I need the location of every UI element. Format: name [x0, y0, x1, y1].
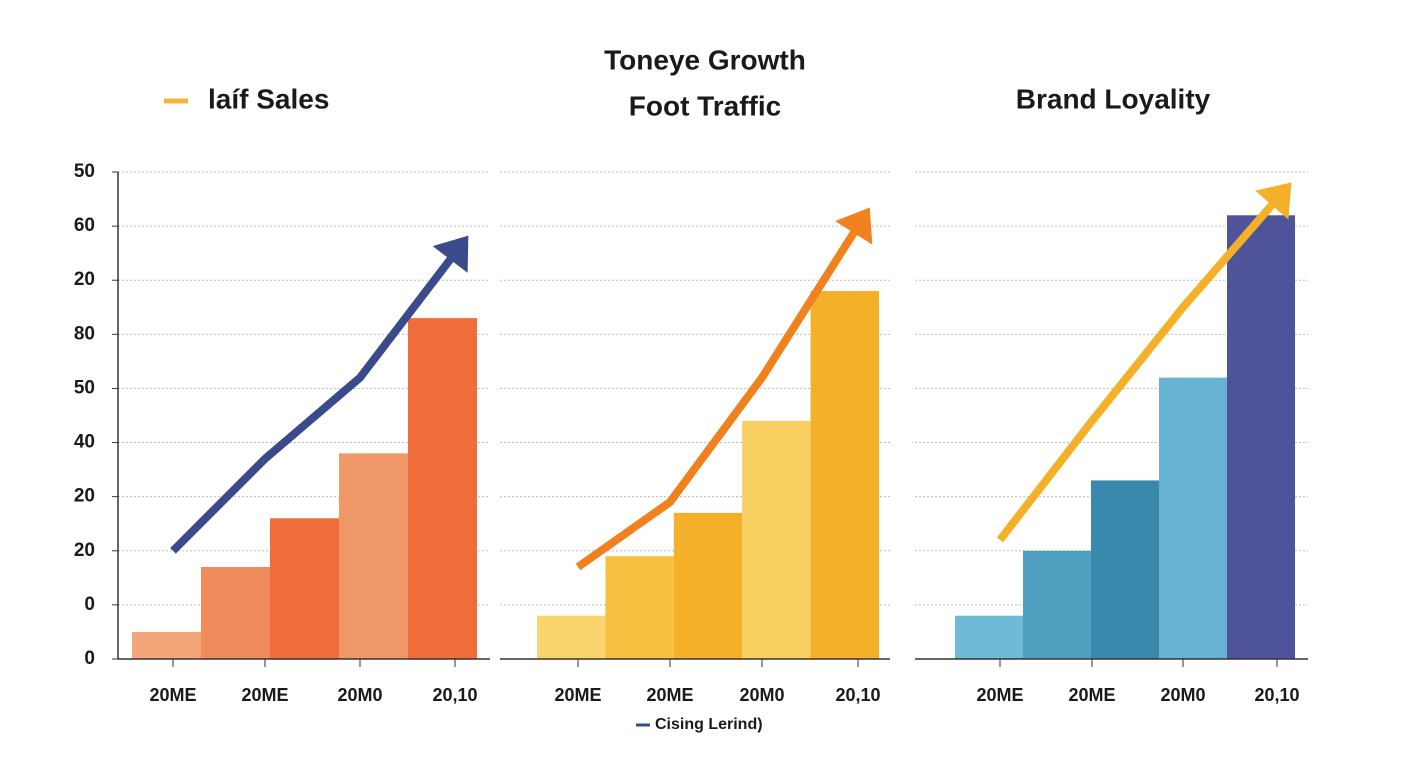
y-tick-label: 40: [74, 432, 95, 453]
x-tick-label: 20,10: [1254, 685, 1299, 705]
x-tick-label: 20ME: [241, 685, 288, 705]
legend-label: Cising Lerind): [655, 716, 763, 733]
bar: [955, 615, 1023, 659]
panel-title: Foot Traffic: [629, 90, 781, 121]
y-tick-label: 0: [84, 594, 95, 615]
y-tick-label: 0: [84, 648, 95, 669]
bar: [339, 453, 408, 659]
arrow-head: [1255, 182, 1292, 220]
panel-title: Brand Loyality: [1016, 83, 1211, 114]
x-tick-label: 20ME: [149, 685, 196, 705]
trend-line: [575, 223, 862, 571]
x-tick-label: 20ME: [976, 685, 1023, 705]
y-tick-label: 50: [74, 161, 95, 182]
bar: [673, 512, 743, 659]
x-tick-label: 20,10: [432, 685, 477, 705]
y-tick-label: 60: [74, 215, 95, 236]
arrow-head: [432, 235, 469, 273]
y-tick-label: 80: [74, 323, 95, 344]
x-tick-label: 20,10: [835, 685, 880, 705]
panel-title: laíf Sales: [208, 83, 329, 114]
bar: [270, 518, 339, 659]
trend-line: [170, 250, 459, 554]
bar: [408, 318, 477, 659]
y-tick-label: 20: [74, 269, 95, 290]
y-tick-label: 20: [74, 486, 95, 507]
x-tick-label: 20M0: [337, 685, 382, 705]
bar: [1227, 215, 1295, 660]
x-tick-label: 20ME: [1068, 685, 1115, 705]
bar: [537, 615, 606, 659]
x-tick-label: 20M0: [739, 685, 784, 705]
bar: [132, 631, 201, 659]
trend-line: [996, 196, 1281, 543]
arrow-head: [835, 207, 873, 245]
bar: [810, 291, 879, 659]
y-tick-label: 20: [74, 540, 95, 561]
bar: [605, 556, 674, 659]
bar: [201, 567, 270, 659]
x-tick-label: 20ME: [554, 685, 601, 705]
bar: [1091, 480, 1159, 659]
y-tick-label: 50: [74, 377, 95, 398]
bar: [1159, 377, 1227, 659]
chart-title: Toneye Growth: [604, 44, 806, 75]
bar: [1023, 550, 1091, 659]
x-tick-label: 20ME: [646, 685, 693, 705]
x-tick-label: 20M0: [1160, 685, 1205, 705]
bar: [742, 420, 811, 659]
